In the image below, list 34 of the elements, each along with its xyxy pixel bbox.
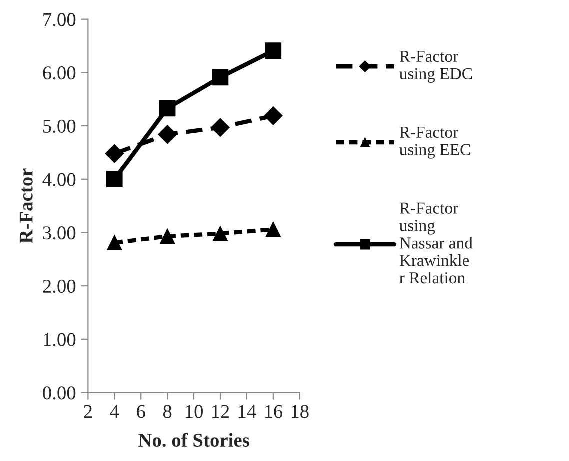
- point: [266, 222, 281, 238]
- point: [105, 144, 124, 164]
- legend-label: R-Factor using EEC: [400, 126, 470, 159]
- y-tick-label: 4.00: [42, 173, 76, 186]
- y-tick-label: 7.00: [44, 13, 76, 26]
- x-tick-label: 2: [84, 405, 92, 418]
- y-tick-label: 2.00: [43, 280, 76, 294]
- y-tick-label: 3.00: [43, 226, 76, 240]
- x-tick-label: 14: [238, 405, 256, 418]
- y-tick-label: 5.00: [43, 120, 76, 134]
- y-tick-label: 6.00: [43, 66, 76, 80]
- x-tick-label: 8: [163, 405, 172, 418]
- y-tick-label: 0.00: [43, 386, 76, 400]
- y-axis-title: R-Factor: [20, 168, 33, 244]
- x-tick-label: 12: [212, 405, 230, 418]
- x-tick-label: 18: [292, 405, 309, 418]
- legend-label: R-Factor using Nassar and Krawinkle r Relation: [400, 202, 473, 284]
- point: [107, 235, 122, 250]
- y-tick-label: 1.00: [44, 333, 76, 346]
- point: [159, 100, 176, 117]
- point: [265, 42, 282, 59]
- point: [213, 226, 228, 242]
- point: [211, 118, 230, 138]
- x-tick-label: 10: [186, 405, 204, 418]
- legend-label: R-Factor using EDC: [400, 51, 472, 83]
- x-tick-label: 6: [137, 405, 146, 418]
- x-axis-title: No. of Stories: [138, 433, 250, 448]
- x-tick-label: 16: [265, 405, 283, 418]
- point: [160, 229, 176, 244]
- point: [106, 171, 123, 188]
- point: [212, 69, 229, 86]
- x-tick-label: 4: [110, 405, 120, 418]
- point: [264, 106, 283, 126]
- point: [158, 125, 177, 144]
